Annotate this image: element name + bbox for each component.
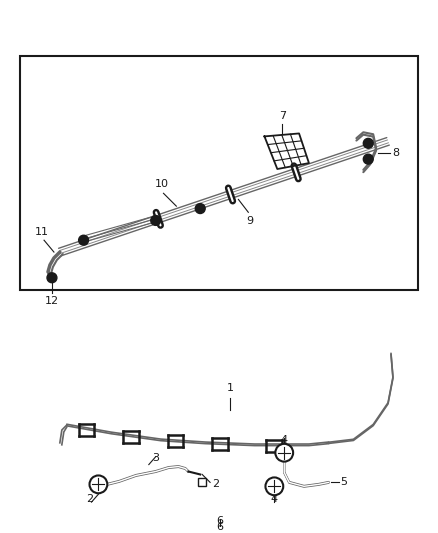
Circle shape — [276, 444, 293, 462]
Text: 10: 10 — [155, 179, 169, 189]
Circle shape — [195, 204, 205, 214]
Circle shape — [363, 154, 373, 164]
Bar — [198, 479, 206, 486]
Bar — [20, 56, 418, 289]
Text: 6: 6 — [216, 522, 223, 532]
Text: 6: 6 — [216, 516, 223, 526]
Text: 9: 9 — [247, 216, 254, 226]
Circle shape — [89, 475, 107, 493]
Text: 5: 5 — [341, 478, 348, 487]
Text: 2: 2 — [86, 494, 93, 504]
Circle shape — [265, 478, 283, 495]
Text: 2: 2 — [212, 479, 219, 489]
Text: 11: 11 — [35, 227, 49, 237]
Text: 3: 3 — [152, 453, 159, 463]
Text: 12: 12 — [45, 296, 59, 305]
Circle shape — [79, 235, 88, 245]
Circle shape — [151, 215, 161, 225]
Circle shape — [47, 273, 57, 282]
Text: 1: 1 — [226, 383, 233, 393]
Text: 4: 4 — [281, 435, 288, 445]
Text: 8: 8 — [392, 148, 399, 158]
Text: 4: 4 — [271, 494, 278, 504]
Circle shape — [363, 139, 373, 148]
Text: 7: 7 — [279, 110, 286, 120]
